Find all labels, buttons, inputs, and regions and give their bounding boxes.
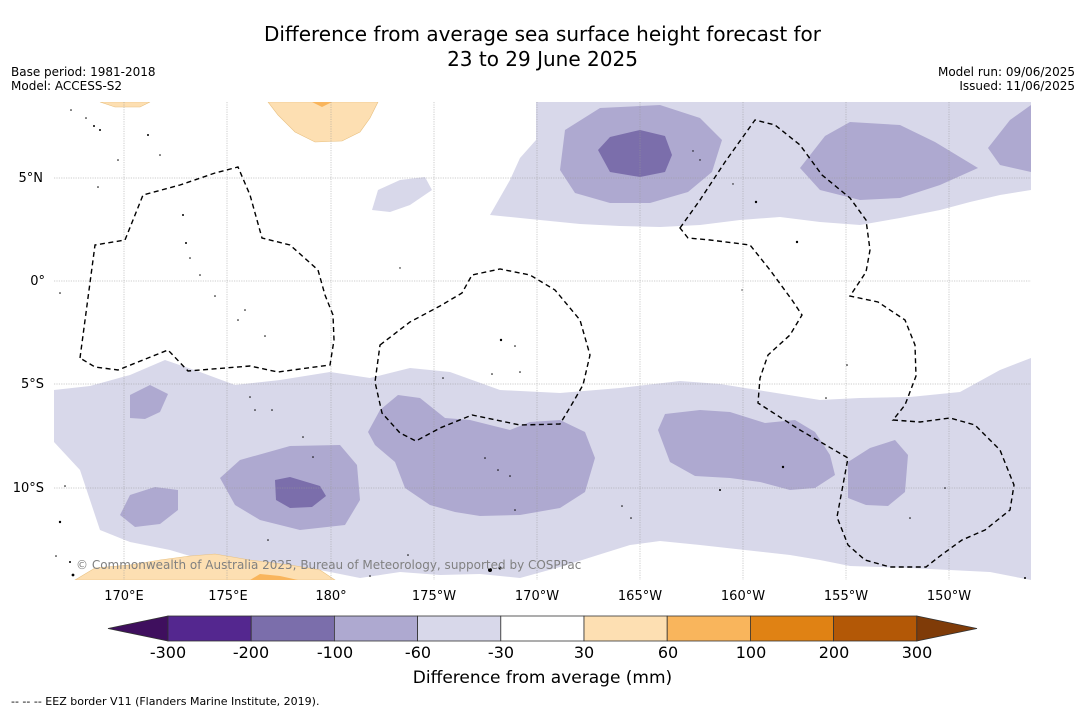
colorbar-tick: 60 bbox=[657, 643, 679, 662]
lon-label-175w: 175°W bbox=[411, 589, 457, 604]
colorbar-extend-high bbox=[916, 615, 978, 642]
colorbar-tick: 30 bbox=[573, 643, 595, 662]
colorbar bbox=[107, 615, 978, 642]
colorbar-tick: -30 bbox=[487, 643, 515, 662]
copyright-credit: © Commonwealth of Australia 2025, Bureau… bbox=[76, 558, 582, 572]
meta-left: Base period: 1981-2018 Model: ACCESS-S2 bbox=[11, 65, 156, 93]
base-period: Base period: 1981-2018 bbox=[11, 65, 156, 79]
map-area bbox=[54, 102, 1031, 580]
colorbar-tick: -300 bbox=[149, 643, 187, 662]
issued-date: Issued: 11/06/2025 bbox=[959, 79, 1075, 93]
anomaly-fill-positive bbox=[74, 102, 379, 580]
colorbar-bin bbox=[750, 615, 835, 642]
lat-label-0: 0° bbox=[30, 274, 45, 289]
colorbar-bin bbox=[666, 615, 751, 642]
eez-border-phoenix bbox=[374, 268, 591, 442]
lat-label-10s: 10°S bbox=[12, 481, 44, 496]
colorbar-bin bbox=[417, 615, 502, 642]
colorbar-tick: 100 bbox=[735, 643, 767, 662]
eez-legend-note: -- -- -- EEZ border V11 (Flanders Marine… bbox=[11, 695, 320, 708]
lon-label-170e: 170°E bbox=[104, 589, 144, 604]
anomaly-fill-positive-strong bbox=[250, 102, 332, 580]
lon-label-180: 180° bbox=[315, 589, 347, 604]
eez-borders bbox=[79, 119, 1015, 568]
lon-label-175e: 175°E bbox=[208, 589, 248, 604]
lat-label-5n: 5°N bbox=[18, 171, 44, 186]
graticule bbox=[54, 102, 1031, 580]
colorbar-title: Difference from average (mm) bbox=[412, 668, 673, 688]
colorbar-tick: 200 bbox=[818, 643, 850, 662]
lon-label-160w: 160°W bbox=[720, 589, 766, 604]
eez-border-kiribati-gilbert bbox=[79, 166, 335, 373]
lon-label-150w: 150°W bbox=[926, 589, 972, 604]
lon-label-155w: 155°W bbox=[823, 589, 869, 604]
lon-label-170w: 170°W bbox=[514, 589, 560, 604]
meta-right: Model run: 09/06/2025 Issued: 11/06/2025 bbox=[938, 65, 1075, 93]
colorbar-tick: -60 bbox=[404, 643, 432, 662]
anomaly-fill-dark bbox=[275, 130, 672, 508]
map-title-line2: 23 to 29 June 2025 bbox=[447, 47, 638, 71]
model-name: Model: ACCESS-S2 bbox=[11, 79, 123, 93]
colorbar-tick: -100 bbox=[316, 643, 354, 662]
map-title-line1: Difference from average sea surface heig… bbox=[263, 22, 822, 46]
colorbar-tick: -200 bbox=[232, 643, 270, 662]
model-run: Model run: 09/06/2025 bbox=[937, 65, 1075, 79]
colorbar-bin bbox=[833, 615, 918, 642]
colorbar-bin bbox=[583, 615, 668, 642]
colorbar-bin bbox=[333, 615, 418, 642]
lat-label-5s: 5°S bbox=[20, 377, 44, 392]
colorbar-tick: 300 bbox=[901, 643, 933, 662]
lon-label-165w: 165°W bbox=[617, 589, 663, 604]
island-markers bbox=[55, 109, 1026, 579]
colorbar-extend-low bbox=[107, 615, 169, 642]
eez-border-line-islands bbox=[679, 119, 1015, 568]
map-title: Difference from average sea surface heig… bbox=[0, 22, 1085, 72]
anomaly-fill-mid bbox=[120, 105, 1031, 530]
colorbar-bin bbox=[250, 615, 335, 642]
colorbar-bin bbox=[167, 615, 252, 642]
colorbar-bin bbox=[500, 615, 585, 642]
